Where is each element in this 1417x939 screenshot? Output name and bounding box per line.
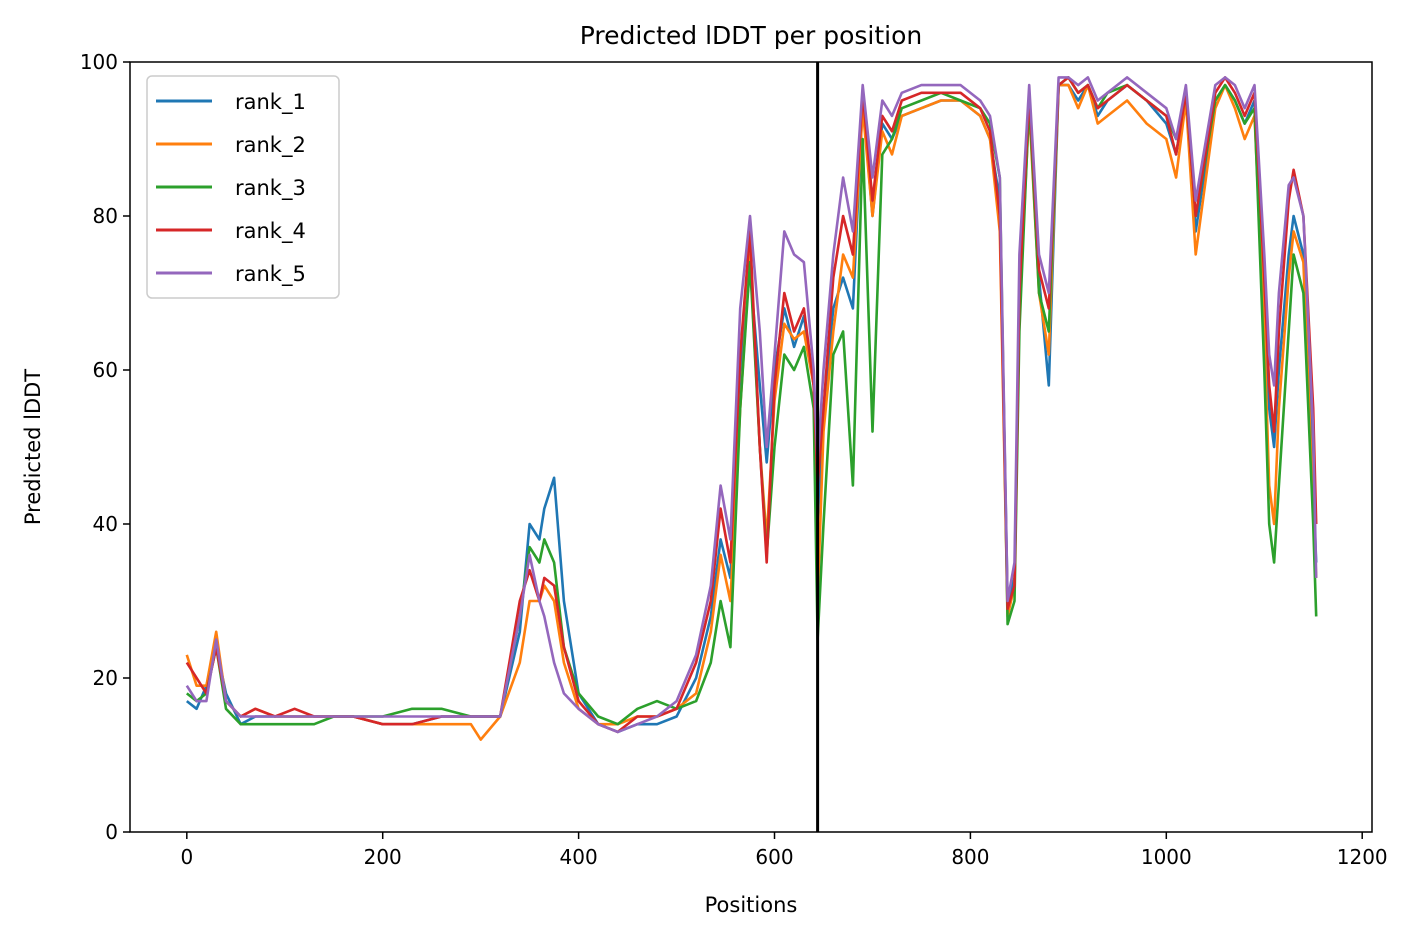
legend: rank_1 rank_2 rank_3 rank_4 rank_5 [146, 75, 340, 299]
legend-box [146, 75, 340, 299]
x-tick-label: 1000 [1141, 845, 1192, 869]
y-tick-label: 0 [105, 820, 118, 844]
plot-frame [129, 61, 1373, 833]
x-tick-label: 200 [364, 845, 402, 869]
y-axis-label: Predicted lDDT [21, 369, 45, 525]
series-layer [185, 76, 1318, 741]
legend-label-rank-4: rank_4 [235, 219, 306, 244]
y-tick-label: 100 [80, 50, 118, 74]
y-axis-ticks: 0 20 40 60 80 100 [80, 50, 130, 844]
legend-label-rank-5: rank_5 [235, 262, 306, 287]
legend-label-rank-3: rank_3 [235, 176, 306, 201]
y-tick-label: 20 [93, 666, 118, 690]
y-tick-label: 80 [93, 204, 118, 228]
x-tick-label: 0 [180, 845, 193, 869]
x-axis-ticks: 0 200 400 600 800 1000 1200 [180, 832, 1388, 869]
y-tick-label: 40 [93, 512, 118, 536]
chart-title: Predicted lDDT per position [580, 21, 922, 50]
legend-label-rank-1: rank_1 [235, 90, 306, 115]
legend-label-rank-2: rank_2 [235, 133, 306, 158]
y-tick-label: 60 [93, 358, 118, 382]
x-tick-label: 800 [951, 845, 989, 869]
x-tick-label: 600 [755, 845, 793, 869]
x-tick-label: 1200 [1337, 845, 1388, 869]
series-line-rank-5 [185, 76, 1318, 734]
x-tick-label: 400 [560, 845, 598, 869]
x-axis-label: Positions [705, 893, 798, 917]
